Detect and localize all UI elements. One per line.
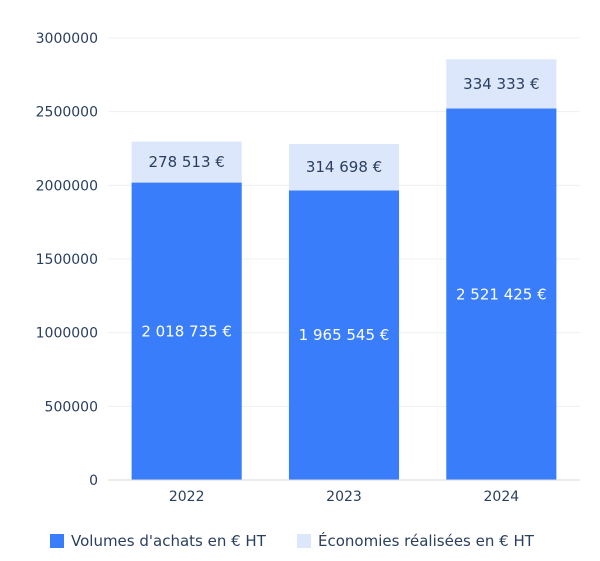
- data-label-volumes-2024: 2 521 425 €: [456, 285, 547, 303]
- bar-economies-2023: [288, 144, 400, 191]
- y-axis-ticks: 0 500000 1000000 1500000 2000000 2500000 30000…: [36, 31, 98, 489]
- x-tick-label: 2022: [169, 489, 205, 505]
- legend-label-economies: Économies réalisées en € HT: [318, 531, 535, 550]
- data-label-economies-2023: 314 698 €: [306, 158, 382, 176]
- bar-volumes-2024: [446, 108, 557, 481]
- data-label-economies-2022: 278 513 €: [148, 153, 224, 171]
- legend-swatch-volumes: [50, 534, 64, 548]
- bar-economies-2024: [446, 59, 557, 109]
- y-tick-label: 500000: [45, 399, 98, 415]
- y-tick-label: 0: [89, 473, 98, 489]
- bar-volumes-2022: [131, 182, 242, 480]
- y-tick-label: 1500000: [36, 252, 98, 268]
- data-label-volumes-2022: 2 018 735 €: [141, 322, 232, 340]
- x-axis-ticks: 2022 2023 2024: [169, 489, 519, 505]
- bar-volumes-2023: [288, 190, 400, 480]
- legend-swatch-economies: [297, 534, 311, 548]
- bar-labels: 2 018 735 € 278 513 € 1 965 545 € 314 698 €…: [141, 75, 546, 344]
- x-tick-label: 2024: [484, 489, 520, 505]
- bars: [131, 59, 557, 481]
- y-tick-label: 3000000: [36, 31, 98, 47]
- bar-economies-2022: [131, 141, 242, 183]
- x-tick-label: 2023: [326, 489, 362, 505]
- legend-label-volumes: Volumes d'achats en € HT: [71, 532, 267, 550]
- y-tick-label: 2500000: [36, 105, 98, 121]
- legend: Volumes d'achats en € HT Économies réalis…: [50, 531, 535, 550]
- y-tick-label: 2000000: [36, 178, 98, 194]
- data-label-volumes-2023: 1 965 545 €: [299, 326, 390, 344]
- y-tick-label: 1000000: [36, 326, 98, 342]
- data-label-economies-2024: 334 333 €: [463, 75, 539, 93]
